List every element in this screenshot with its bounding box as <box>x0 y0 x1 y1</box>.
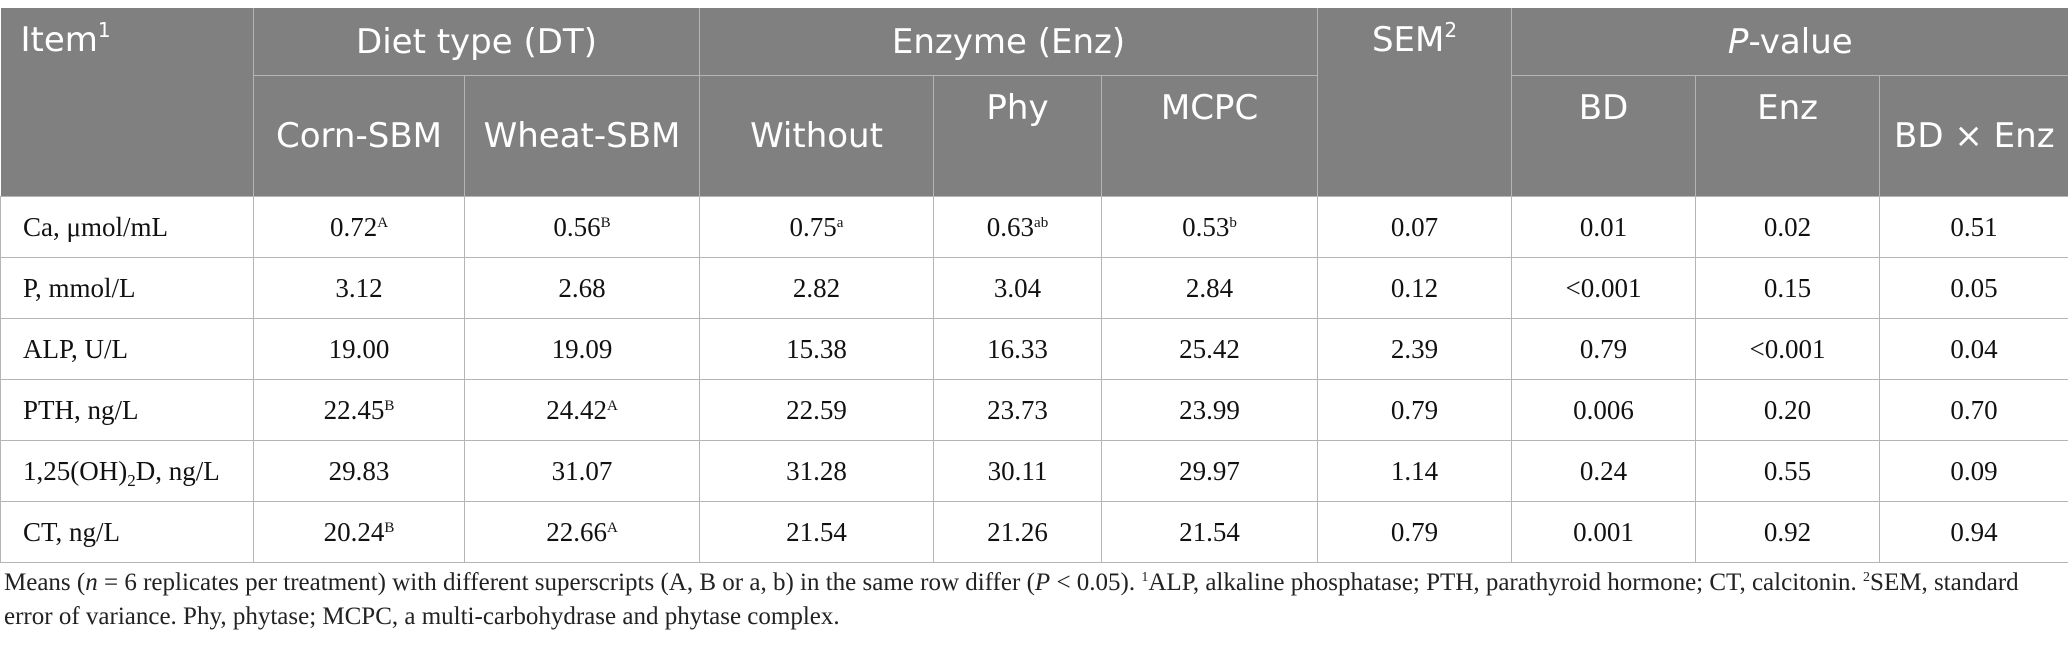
table-cell: 19.09 <box>463 318 701 380</box>
table-cell: 29.97 <box>1101 440 1319 502</box>
table-cell: <0.001 <box>1511 257 1697 319</box>
table-cell: 0.001 <box>1511 501 1697 563</box>
table-cell: 0.79 <box>1511 318 1697 380</box>
table-cell: 0.006 <box>1511 379 1697 441</box>
table-cell: <0.001 <box>1695 318 1881 380</box>
table-cell: 0.94 <box>1879 501 2068 563</box>
header-bd: BD <box>1511 75 1696 197</box>
header-enzyme: Enzyme (Enz) <box>699 8 1318 76</box>
header-sem: SEM2 <box>1317 8 1512 197</box>
table-cell: 2.84 <box>1101 257 1319 319</box>
table-cell: 0.15 <box>1695 257 1881 319</box>
table-cell: 22.59 <box>699 379 935 441</box>
table-row: ALP, U/L 19.00 19.09 15.38 16.33 25.42 2.39 0.7… <box>0 318 2068 380</box>
table-row: CT, ng/L 20.24B 22.66A 21.54 21.26 21.54 0.79 0… <box>0 501 2068 563</box>
header-p-value: P-value <box>1511 8 2068 76</box>
table-cell: 1.14 <box>1317 440 1513 502</box>
table-row: 1,25(OH)2D, ng/L 29.83 31.07 31.28 30.11 29.9… <box>0 440 2068 502</box>
table-cell: 0.02 <box>1695 196 1881 258</box>
table-cell: 0.04 <box>1879 318 2068 380</box>
table-footnote: Means (n = 6 replicates per treatment) w… <box>4 569 2019 630</box>
table-cell: 0.53b <box>1101 196 1319 258</box>
table-cell: 0.05 <box>1879 257 2068 319</box>
table-cell: 31.28 <box>699 440 935 502</box>
table-cell: 0.70 <box>1879 379 2068 441</box>
table-cell: 0.01 <box>1511 196 1697 258</box>
table-cell: 3.04 <box>933 257 1103 319</box>
row-item-label: PTH, ng/L <box>0 379 254 441</box>
table-cell: 21.54 <box>1101 501 1319 563</box>
table-cell: 16.33 <box>933 318 1103 380</box>
row-item-label: Ca, μmol/mL <box>0 196 254 258</box>
table-cell: 0.79 <box>1317 379 1513 441</box>
table-cell: 2.39 <box>1317 318 1513 380</box>
table-cell: 3.12 <box>253 257 465 319</box>
table-cell: 0.75a <box>699 196 935 258</box>
table-cell: 2.68 <box>463 257 701 319</box>
table-cell: 0.92 <box>1695 501 1881 563</box>
table-cell: 0.12 <box>1317 257 1513 319</box>
header-without: Without <box>699 75 934 197</box>
header-wheat-sbm: Wheat-SBM <box>463 75 700 197</box>
row-item-label: 1,25(OH)2D, ng/L <box>0 440 254 502</box>
table-cell: 30.11 <box>933 440 1103 502</box>
table-cell: 0.56B <box>463 196 701 258</box>
table-cell: 23.99 <box>1101 379 1319 441</box>
header-phy: Phy <box>933 75 1102 197</box>
table-cell: 0.09 <box>1879 440 2068 502</box>
header-item: Item1 <box>0 8 254 197</box>
table-cell: 0.63ab <box>933 196 1103 258</box>
row-item-label: CT, ng/L <box>0 501 254 563</box>
table-cell: 2.82 <box>699 257 935 319</box>
header-diet-type: Diet type (DT) <box>252 8 700 76</box>
table-cell: 0.20 <box>1695 379 1881 441</box>
table-cell: 21.54 <box>699 501 935 563</box>
header-mcpc: MCPC <box>1101 75 1318 197</box>
table-cell: 20.24B <box>253 501 465 563</box>
table-row: Ca, μmol/mL 0.72A 0.56B 0.75a 0.63ab 0.53b 0.0… <box>0 196 2068 258</box>
table-row: P, mmol/L 3.12 2.68 2.82 3.04 2.84 0.12 <0.001 0… <box>0 257 2068 319</box>
table-cell: 22.66A <box>463 501 701 563</box>
results-table: Item1 Diet type (DT) Enzyme (Enz) SEM2 P… <box>0 8 2068 563</box>
header-corn-sbm: Corn-SBM <box>253 75 465 197</box>
table-cell: 19.00 <box>253 318 465 380</box>
table-cell: 21.26 <box>933 501 1103 563</box>
table-cell: 31.07 <box>463 440 701 502</box>
table-cell: 0.79 <box>1317 501 1513 563</box>
table-cell: 0.24 <box>1511 440 1697 502</box>
table-cell: 29.83 <box>253 440 465 502</box>
table-cell: 24.42A <box>463 379 701 441</box>
header-bd-x-enz: BD × Enz <box>1879 75 2068 197</box>
table-cell: 0.51 <box>1879 196 2068 258</box>
table-row: PTH, ng/L 22.45B 24.42A 22.59 23.73 23.99 0.79… <box>0 379 2068 441</box>
table-cell: 25.42 <box>1101 318 1319 380</box>
header-enz: Enz <box>1695 75 1880 197</box>
table-cell: 15.38 <box>699 318 935 380</box>
row-item-label: P, mmol/L <box>0 257 254 319</box>
table-cell: 22.45B <box>253 379 465 441</box>
table-body: Ca, μmol/mL 0.72A 0.56B 0.75a 0.63ab 0.53b 0.0… <box>0 196 2068 563</box>
table-cell: 0.55 <box>1695 440 1881 502</box>
table-cell: 0.72A <box>253 196 465 258</box>
table-header: Item1 Diet type (DT) Enzyme (Enz) SEM2 P… <box>0 8 2068 197</box>
row-item-label: ALP, U/L <box>0 318 254 380</box>
table-cell: 23.73 <box>933 379 1103 441</box>
table-cell: 0.07 <box>1317 196 1513 258</box>
